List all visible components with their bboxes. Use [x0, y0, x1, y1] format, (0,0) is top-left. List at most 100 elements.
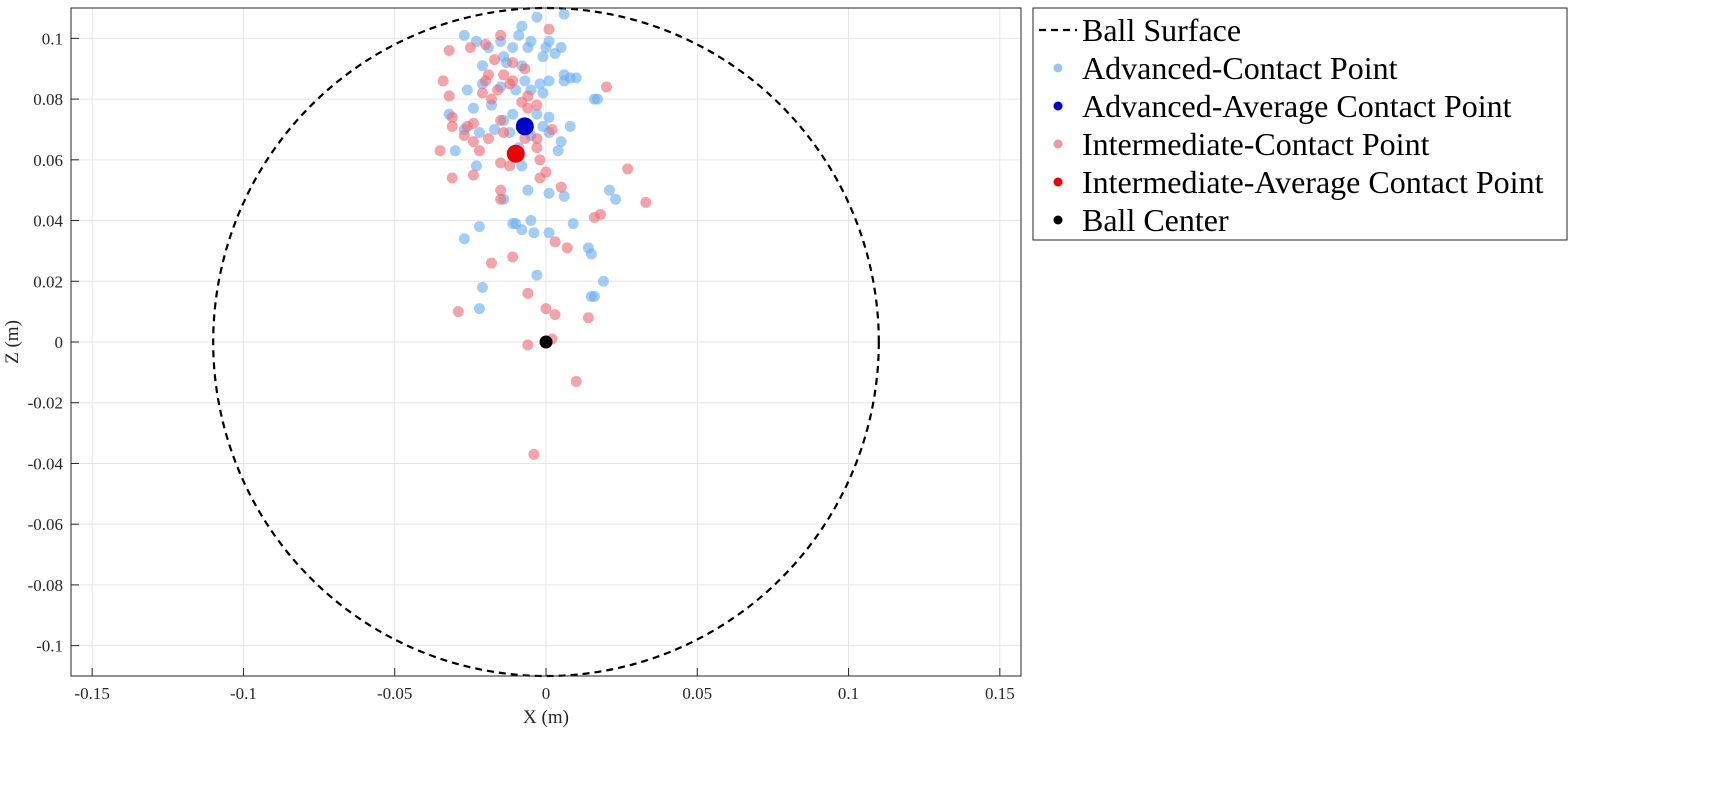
intermediate-contact-point-marker [479, 38, 491, 50]
ball-surface-legend-label: Ball Surface [1082, 12, 1241, 48]
advanced-contact-point-marker [519, 75, 531, 87]
legend-box [1032, 7, 1568, 241]
advanced-contact-point-marker [552, 145, 564, 157]
x-tick-label: 0.15 [985, 684, 1015, 703]
intermediate-contact-point-marker [452, 306, 464, 318]
intermediate-contact-point-marker [522, 102, 534, 114]
x-tick-label: 0 [542, 684, 551, 703]
advanced-contact-point-marker [525, 215, 537, 227]
advanced-contact-point-marker [458, 29, 470, 41]
advanced-contact-point-marker [570, 72, 582, 84]
advanced-contact-point-marker [522, 41, 534, 53]
x-tick-label: -0.1 [230, 684, 257, 703]
intermediate-contact-point-marker [519, 133, 531, 145]
advanced-contact-point-marker [537, 51, 549, 63]
intermediate-contact-point-marker [504, 160, 516, 172]
advanced-contact-point-marker [540, 41, 552, 53]
intermediate-contact-point-marker [546, 123, 558, 135]
intermediate-contact-point-marker [498, 69, 510, 81]
intermediate-contact-point-marker [540, 303, 552, 315]
advanced-contact-point-marker [522, 184, 534, 196]
y-tick-label: 0.02 [33, 272, 63, 291]
advanced-contact-point-marker [449, 145, 461, 157]
intermediate-contact-point-marker [473, 145, 485, 157]
intermediate-contact-point-marker [531, 142, 543, 154]
intermediate-contact-point-marker [437, 75, 449, 87]
intermediate-contact-point-marker [549, 236, 561, 248]
advanced-contact-point-marker [564, 120, 576, 132]
advanced-contact-point-marker [543, 227, 555, 239]
intermediate-contact-point-marker [528, 448, 540, 460]
intermediate-contact-point-marker [495, 114, 507, 126]
intermediate-contact-point-legend-label: Intermediate-Contact Point [1082, 126, 1430, 162]
advanced-contact-point-marker [588, 93, 600, 105]
advanced-average-contact-point-legend-label: Advanced-Average Contact Point [1082, 88, 1512, 124]
advanced-contact-point-marker [597, 275, 609, 287]
advanced-contact-point-marker [531, 269, 543, 281]
advanced-contact-point-marker [513, 29, 525, 41]
intermediate-contact-point-marker [479, 75, 491, 87]
intermediate-contact-point-marker [486, 257, 498, 269]
advanced-contact-point-marker [516, 160, 528, 172]
x-tick-label: -0.05 [377, 684, 412, 703]
intermediate-contact-point-marker [443, 45, 455, 57]
advanced-contact-point-legend-label: Advanced-Contact Point [1082, 50, 1398, 86]
intermediate-contact-point-marker [443, 90, 455, 102]
advanced-contact-point-legend-swatch [1053, 63, 1063, 73]
intermediate-contact-point-marker [476, 87, 488, 99]
advanced-contact-point-marker [470, 160, 482, 172]
intermediate-average-contact-point-legend-swatch [1053, 177, 1063, 187]
advanced-contact-point-marker [476, 281, 488, 293]
advanced-contact-point-marker [507, 108, 519, 120]
x-tick-label: 0.1 [838, 684, 859, 703]
axes-frame [70, 7, 1022, 677]
y-axis-label: Z (m) [2, 320, 23, 364]
intermediate-contact-point-marker [570, 375, 582, 387]
intermediate-contact-point-marker [467, 136, 479, 148]
advanced-contact-point-marker [585, 290, 597, 302]
intermediate-contact-point-marker [498, 126, 510, 138]
advanced-contact-point-marker [558, 8, 570, 20]
advanced-average-contact-point-marker [515, 117, 534, 136]
intermediate-contact-point-legend-swatch [1053, 139, 1063, 149]
intermediate-contact-point-marker [483, 133, 495, 145]
intermediate-contact-point-marker [446, 172, 458, 184]
advanced-contact-point-marker [558, 190, 570, 202]
advanced-contact-point-marker [531, 108, 543, 120]
advanced-contact-point-marker [516, 224, 528, 236]
advanced-contact-point-marker [543, 75, 555, 87]
intermediate-contact-point-marker [486, 93, 498, 105]
advanced-contact-point-marker [558, 75, 570, 87]
intermediate-contact-point-marker [540, 166, 552, 178]
x-tick-label: 0.05 [682, 684, 712, 703]
intermediate-contact-point-marker [531, 133, 543, 145]
y-tick-label: -0.06 [28, 515, 63, 534]
intermediate-contact-point-marker [507, 57, 519, 69]
intermediate-contact-point-marker [492, 84, 504, 96]
advanced-contact-point-marker [507, 41, 519, 53]
intermediate-contact-point-marker [534, 154, 546, 166]
intermediate-contact-point-marker [507, 251, 519, 263]
advanced-contact-point-marker [543, 187, 555, 199]
y-tick-label: -0.08 [28, 576, 63, 595]
advanced-contact-point-marker [476, 60, 488, 72]
intermediate-contact-point-marker [507, 75, 519, 87]
advanced-contact-point-marker [531, 11, 543, 23]
advanced-contact-point-marker [555, 136, 567, 148]
advanced-contact-point-marker [604, 184, 616, 196]
advanced-contact-point-marker [534, 78, 546, 90]
x-axis-label: X (m) [523, 707, 569, 728]
intermediate-contact-point-marker [458, 130, 470, 142]
advanced-contact-point-marker [549, 48, 561, 60]
intermediate-contact-point-marker [522, 339, 534, 351]
intermediate-contact-point-marker [601, 81, 613, 93]
y-tick-label: -0.1 [36, 637, 63, 656]
advanced-contact-point-marker [543, 111, 555, 123]
intermediate-contact-point-marker [531, 99, 543, 111]
intermediate-average-contact-point-marker [506, 144, 525, 163]
advanced-contact-point-marker [537, 87, 549, 99]
ball-center-legend-label: Ball Center [1082, 202, 1229, 238]
intermediate-contact-point-marker [555, 181, 567, 193]
advanced-contact-point-marker [516, 20, 528, 32]
